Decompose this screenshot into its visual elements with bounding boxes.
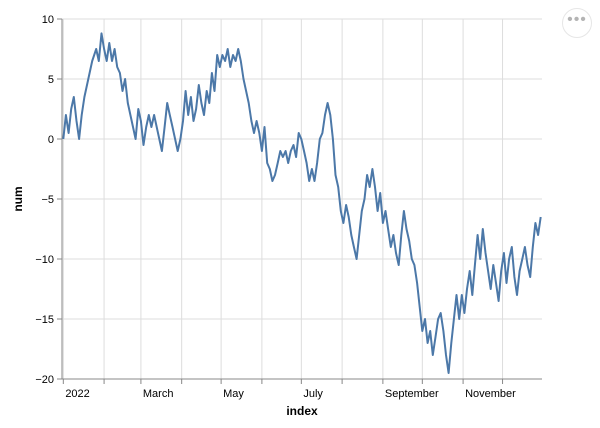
x-tick-label: March xyxy=(143,388,174,400)
x-tick-label: May xyxy=(223,388,244,400)
y-axis: 10 5 0 −5 −10 −15 −20 xyxy=(35,14,63,386)
y-tick-label: 5 xyxy=(48,74,54,86)
x-tick-label: July xyxy=(303,388,323,400)
y-tick-label: −5 xyxy=(41,194,54,206)
x-tick-label: November xyxy=(465,388,516,400)
x-axis: 2022 March May July September November xyxy=(62,378,542,400)
y-tick-label: 10 xyxy=(42,14,54,26)
y-axis-title: num xyxy=(11,186,25,211)
y-tick-label: 0 xyxy=(48,134,54,146)
series-group xyxy=(62,32,542,374)
x-tick-label: September xyxy=(385,388,439,400)
more-actions-button[interactable]: ••• xyxy=(562,8,592,38)
grid-lines xyxy=(62,18,542,380)
more-horizontal-icon: ••• xyxy=(567,11,587,28)
y-tick-label: −20 xyxy=(35,374,54,386)
y-tick-label: −10 xyxy=(35,254,54,266)
series-line xyxy=(62,32,542,374)
x-axis-title: index xyxy=(286,404,318,418)
y-tick-label: −15 xyxy=(35,314,54,326)
x-tick-label: 2022 xyxy=(65,388,89,400)
